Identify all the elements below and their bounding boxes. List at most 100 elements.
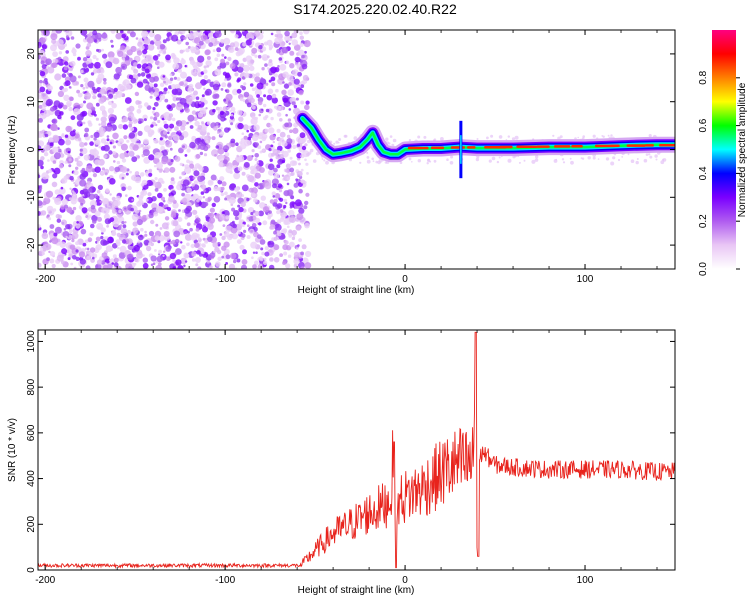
colorbar: 0.0 0.2 0.4 0.6 0.8 Normalized spectral ampl…: [698, 30, 748, 276]
noise-speck: [249, 83, 254, 87]
noise-speck: [131, 213, 139, 221]
noise-speck: [146, 105, 152, 110]
noise-speck: [180, 32, 183, 35]
noise-speck: [107, 107, 114, 114]
noise-speck: [149, 116, 154, 120]
noise-speck: [408, 157, 412, 161]
noise-speck: [205, 39, 210, 44]
noise-speck: [153, 101, 159, 107]
noise-speck: [163, 80, 166, 84]
noise-speck: [385, 137, 389, 141]
noise-speck: [366, 156, 370, 159]
noise-speck: [80, 103, 84, 107]
x-tick-label: -100: [215, 575, 235, 586]
noise-speck: [298, 238, 302, 243]
noise-speck: [171, 84, 177, 90]
noise-speck: [130, 77, 137, 84]
noise-speck: [587, 156, 591, 160]
noise-speck: [153, 211, 159, 217]
noise-speck: [41, 251, 45, 256]
noise-speck: [262, 260, 268, 266]
noise-speck: [281, 41, 286, 46]
noise-speck: [95, 77, 103, 84]
noise-speck: [287, 149, 292, 153]
noise-speck: [399, 161, 403, 164]
noise-speck: [490, 134, 494, 138]
noise-speckle: [38, 30, 675, 269]
noise-speck: [205, 198, 209, 202]
noise-speck: [291, 97, 296, 102]
noise-speck: [129, 126, 135, 132]
noise-speck: [282, 261, 287, 265]
noise-speck: [92, 54, 97, 60]
noise-speck: [86, 247, 90, 251]
noise-speck: [635, 160, 639, 165]
noise-speck: [104, 114, 108, 118]
noise-speck: [106, 97, 110, 101]
noise-speck: [145, 198, 149, 202]
noise-speck: [101, 167, 105, 171]
noise-speck: [50, 106, 55, 112]
noise-speck: [289, 62, 295, 69]
noise-speck: [68, 253, 74, 258]
noise-speck: [253, 260, 259, 266]
noise-speck: [82, 57, 88, 62]
noise-speck: [250, 241, 258, 249]
noise-speck: [270, 76, 276, 82]
noise-speck: [220, 186, 225, 191]
noise-speck: [279, 197, 284, 202]
noise-speck: [239, 142, 247, 150]
noise-speck: [101, 48, 104, 52]
noise-speck: [49, 224, 55, 229]
noise-speck: [243, 82, 247, 86]
noise-speck: [73, 169, 79, 176]
noise-speck: [47, 159, 50, 162]
noise-speck: [177, 68, 182, 73]
noise-speck: [65, 35, 69, 39]
noise-speck: [186, 121, 189, 125]
noise-speck: [38, 82, 42, 89]
noise-speck: [264, 128, 269, 133]
noise-speck: [300, 84, 305, 89]
noise-speck: [212, 108, 216, 113]
noise-speck: [298, 90, 304, 96]
noise-speck: [193, 90, 198, 96]
noise-speck: [270, 224, 276, 230]
noise-speck: [115, 239, 121, 245]
noise-speck: [79, 123, 83, 127]
noise-speck: [234, 47, 239, 51]
noise-speck: [200, 71, 205, 75]
noise-speck: [303, 205, 308, 210]
noise-speck: [157, 119, 161, 124]
noise-speck: [171, 117, 176, 122]
noise-speck: [128, 230, 132, 235]
noise-speck: [172, 266, 177, 269]
noise-speck: [203, 153, 208, 157]
noise-speck: [235, 191, 243, 198]
noise-speck: [197, 55, 205, 63]
noise-speck: [105, 188, 110, 193]
noise-speck: [216, 47, 222, 53]
noise-speck: [54, 226, 62, 234]
noise-speck: [77, 56, 81, 61]
noise-speck: [121, 176, 125, 180]
noise-speck: [251, 192, 256, 198]
noise-speck: [270, 219, 276, 225]
noise-speck: [76, 221, 79, 224]
noise-speck: [276, 128, 281, 133]
noise-speck: [100, 171, 105, 175]
noise-speck: [110, 44, 114, 48]
noise-speck: [254, 76, 261, 83]
noise-speck: [486, 136, 489, 140]
noise-speck: [46, 257, 50, 262]
noise-speck: [94, 113, 97, 117]
noise-speck: [75, 241, 80, 246]
noise-speck: [128, 123, 133, 128]
noise-speck: [75, 43, 81, 49]
noise-speck: [61, 219, 67, 226]
noise-speck: [197, 125, 203, 130]
noise-speck: [177, 217, 183, 222]
noise-speck: [38, 185, 41, 189]
colorbar-tick-label: 0.6: [698, 118, 709, 132]
noise-speck: [172, 63, 179, 70]
